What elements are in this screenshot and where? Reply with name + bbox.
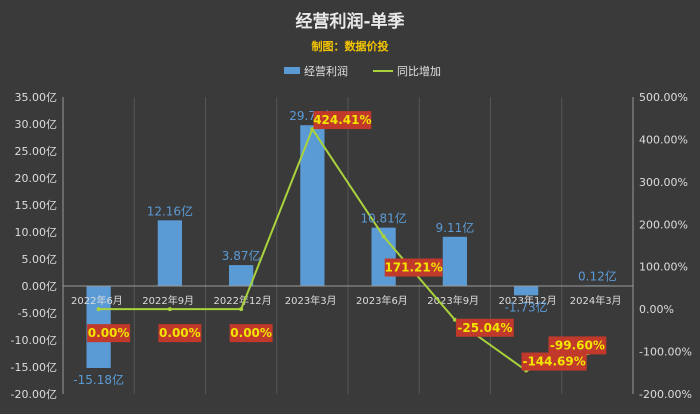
x-tick-label: 2022年12月 [214, 294, 272, 307]
bar [514, 286, 539, 296]
x-tick-label: 2024年3月 [570, 294, 622, 307]
legend-bar-label: 经营利润 [304, 64, 348, 78]
y-left-tick-label: 15.00亿 [15, 199, 58, 212]
line-point [381, 234, 386, 239]
pct-value-label: 0.00% [88, 326, 130, 340]
y-left-tick-label: 35.00亿 [15, 91, 58, 104]
pct-label-box [313, 111, 372, 130]
legend: 经营利润 同比增加 [284, 64, 441, 78]
y-left-tick-label: 25.00亿 [15, 145, 58, 158]
pct-label-box [521, 352, 587, 371]
y-left-tick-label: -15.00亿 [11, 361, 57, 374]
bar-value-label: -15.18亿 [73, 372, 124, 387]
y-right-tick-label: 100.00% [639, 261, 688, 274]
y-right-tick-label: 300.00% [639, 176, 688, 189]
x-tick-label: 2023年3月 [285, 294, 337, 307]
chart-subtitle: 制图：数据价投 [312, 39, 389, 53]
y-right-tick-label: -100.00% [639, 346, 692, 359]
pct-value-label: 424.41% [313, 113, 371, 127]
pct-value-label: -99.60% [550, 338, 605, 352]
y-left-tick-label: 5.00亿 [22, 253, 58, 266]
bar-value-label: 12.16亿 [147, 203, 193, 218]
pct-label-box [87, 324, 131, 343]
y-left-tick-label: 10.00亿 [15, 226, 58, 239]
pct-value-label: 0.00% [159, 326, 201, 340]
pct-label-box [548, 336, 607, 355]
x-tick-label: 2022年6月 [71, 294, 123, 307]
y-right-tick-label: 200.00% [639, 218, 688, 231]
line-point [167, 307, 172, 312]
line-point [96, 307, 101, 312]
pct-value-label: 0.00% [230, 326, 272, 340]
y-right-tick-label: -200.00% [639, 388, 692, 401]
bar-value-label: -1.73亿 [505, 299, 548, 314]
pct-label-box [158, 324, 202, 343]
legend-line-label: 同比增加 [397, 64, 441, 78]
growth-line [98, 126, 598, 372]
y-right-tick-label: 500.00% [639, 91, 688, 104]
legend-bar-swatch [284, 67, 300, 74]
y-left-tick-label: -20.00亿 [11, 388, 57, 401]
bar-value-label: 0.12亿 [578, 268, 617, 283]
pct-label-box [229, 324, 273, 343]
y-left-tick-label: 30.00亿 [15, 118, 58, 131]
axes: 35.00亿 30.00亿 25.00亿 20.00亿 15.00亿 10.00亿 5.00… [11, 91, 692, 401]
y-left-tick-label: 20.00亿 [15, 172, 58, 185]
bar-value-label: 10.81亿 [360, 211, 406, 226]
line-point [452, 317, 457, 322]
bar-value-label: 3.87亿 [222, 248, 261, 263]
chart-title: 经营利润-单季 [295, 11, 404, 32]
y-left-tick-label: 0.00亿 [22, 280, 58, 293]
grid-lines [62, 97, 634, 394]
y-right-tick-label: 0.00% [639, 303, 674, 316]
pct-value-label: -144.69% [522, 355, 585, 369]
x-tick-label: 2022年9月 [142, 294, 194, 307]
x-tick-label: 2023年6月 [356, 294, 408, 307]
bar [157, 220, 182, 286]
pct-value-label: -25.04% [457, 321, 512, 335]
y-left-tick-label: -5.00亿 [18, 307, 57, 320]
bar [229, 265, 254, 286]
line-point [310, 127, 315, 132]
line-point [239, 307, 244, 312]
y-left-tick-label: -10.00亿 [11, 334, 57, 347]
bar-value-label: 9.11亿 [436, 220, 475, 235]
bar [442, 236, 467, 286]
data-labels: -15.18亿12.16亿3.87亿29.78亿10.81亿9.11亿-1.73… [73, 108, 616, 387]
x-tick-label: 2023年12月 [499, 294, 557, 307]
pct-value-label: 171.21% [384, 261, 442, 275]
pct-label-box [384, 258, 443, 277]
y-right-tick-label: 400.00% [639, 133, 688, 146]
pct-label-box [455, 318, 514, 337]
